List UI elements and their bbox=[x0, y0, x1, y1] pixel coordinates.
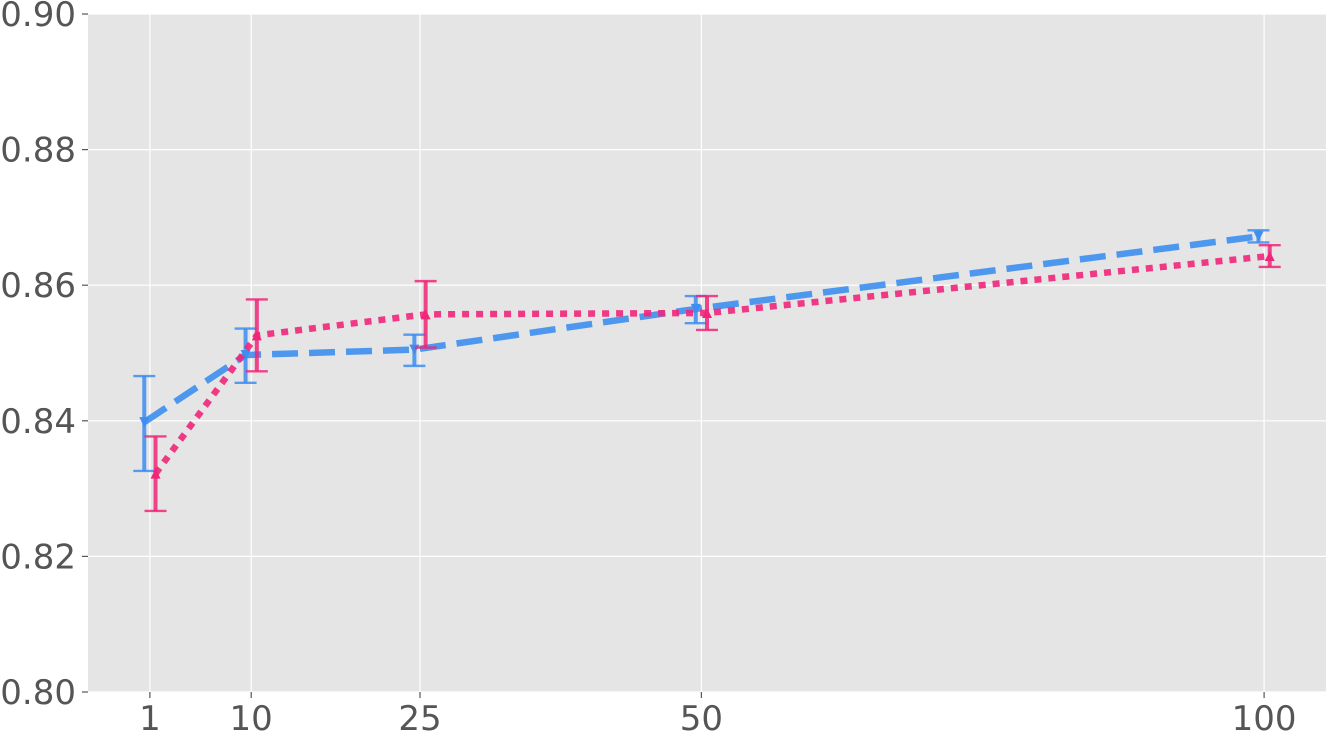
y-tick-label: 0.84 bbox=[0, 402, 76, 442]
y-tick-label: 0.86 bbox=[0, 266, 76, 306]
data-point bbox=[1264, 251, 1275, 262]
series-1 bbox=[133, 229, 1270, 473]
data-point bbox=[150, 468, 161, 479]
data-point bbox=[420, 309, 431, 320]
axis-ticks bbox=[82, 13, 1265, 698]
y-tick-label: 0.90 bbox=[0, 0, 76, 35]
series-1-line bbox=[142, 233, 1259, 425]
x-tick-label: 100 bbox=[1232, 699, 1297, 736]
tick-labels: 0.80 0.82 0.84 0.86 0.88 0.90 1 10 25 50 100 bbox=[0, 0, 1296, 736]
x-tick-label: 50 bbox=[680, 699, 723, 736]
y-tick-label: 0.80 bbox=[0, 673, 76, 713]
grid-lines bbox=[88, 13, 1326, 693]
y-tick-label: 0.82 bbox=[0, 537, 76, 577]
data-point bbox=[251, 330, 262, 341]
data-point bbox=[240, 350, 251, 361]
data-point bbox=[1253, 231, 1264, 242]
data-point bbox=[690, 303, 701, 314]
x-tick-label: 25 bbox=[398, 699, 441, 736]
series-layer bbox=[133, 229, 1281, 513]
series-2 bbox=[144, 243, 1281, 513]
data-point bbox=[702, 307, 712, 318]
y-tick-label: 0.88 bbox=[0, 131, 76, 171]
x-tick-label: 10 bbox=[230, 699, 273, 736]
data-point bbox=[139, 417, 150, 428]
x-tick-label: 1 bbox=[139, 699, 161, 736]
